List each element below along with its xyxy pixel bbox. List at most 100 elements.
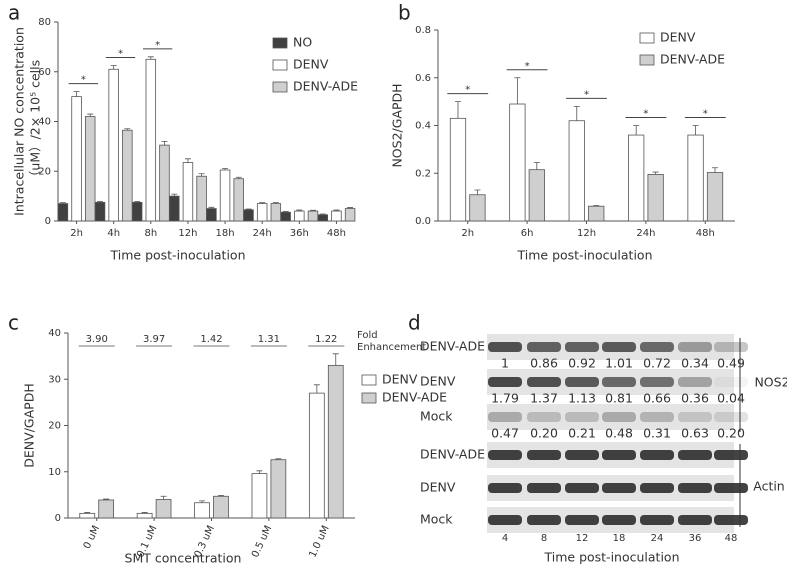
error-bar bbox=[573, 106, 580, 121]
band-ratio: 0.72 bbox=[643, 356, 671, 371]
error-bar bbox=[222, 168, 229, 171]
bar bbox=[294, 210, 305, 222]
blot-band bbox=[527, 515, 561, 525]
x-tick-label: 12h bbox=[577, 228, 596, 239]
error-bar bbox=[282, 211, 289, 213]
fold-title: Enhancement bbox=[357, 342, 426, 353]
legend-swatch bbox=[272, 59, 288, 71]
legend-swatch bbox=[361, 392, 377, 404]
y-tick-label: 0 bbox=[55, 513, 61, 524]
row-label: DENV bbox=[420, 480, 456, 495]
x-tick-label: 2h bbox=[70, 228, 83, 239]
bar bbox=[687, 134, 704, 222]
y-axis-label: DENV/GAPDH bbox=[22, 383, 37, 467]
blot-band bbox=[527, 450, 561, 460]
blot-band bbox=[602, 342, 636, 352]
x-tick-label: 48h bbox=[327, 228, 346, 239]
error-bar bbox=[633, 125, 640, 136]
band-ratio: 0.47 bbox=[491, 426, 519, 441]
error-bar bbox=[184, 158, 191, 163]
legend-label: DENV-ADE bbox=[660, 52, 725, 67]
lane-label: 18 bbox=[613, 533, 626, 544]
blot-band bbox=[714, 342, 748, 352]
legend-swatch bbox=[272, 81, 288, 93]
blot-band bbox=[488, 515, 522, 525]
error-bar bbox=[333, 209, 340, 212]
bar bbox=[169, 195, 180, 222]
x-tick-label: 6h bbox=[521, 228, 534, 239]
panel-letter: d bbox=[408, 311, 421, 335]
blot-band bbox=[640, 450, 674, 460]
blot-band bbox=[640, 412, 674, 422]
legend-label: NO bbox=[293, 35, 312, 50]
band-ratio: 0.20 bbox=[530, 426, 558, 441]
error-bar bbox=[309, 209, 316, 212]
y-tick-label: 20 bbox=[38, 166, 51, 177]
legend-swatch bbox=[639, 32, 655, 44]
bar bbox=[243, 209, 254, 222]
error-bar bbox=[73, 91, 80, 97]
error-bar bbox=[124, 128, 131, 131]
error-bar bbox=[319, 213, 326, 215]
row-label: DENV-ADE bbox=[420, 447, 485, 462]
y-tick-label: 40 bbox=[48, 328, 61, 339]
bar bbox=[344, 208, 356, 222]
y-tick-label: 0.2 bbox=[415, 168, 431, 179]
error-bar bbox=[134, 200, 141, 203]
band-ratio: 1.13 bbox=[568, 391, 596, 406]
y-tick-label: 0.4 bbox=[415, 121, 431, 132]
band-ratio: 0.63 bbox=[681, 426, 709, 441]
fold-label: 1.42 bbox=[200, 334, 222, 345]
lane-label: 4 bbox=[502, 533, 508, 544]
band-ratio: 0.66 bbox=[643, 391, 671, 406]
band-ratio: 0.31 bbox=[643, 426, 671, 441]
bar bbox=[256, 203, 268, 222]
blot-band bbox=[678, 412, 712, 422]
y-axis-label: Intracellular NO concentration bbox=[12, 27, 27, 216]
significance-star: * bbox=[584, 89, 589, 100]
blot-band bbox=[714, 515, 748, 525]
band-ratio: 1.37 bbox=[530, 391, 558, 406]
error-bar bbox=[160, 495, 167, 500]
bar bbox=[145, 58, 157, 222]
blot-band bbox=[678, 483, 712, 493]
bar bbox=[131, 201, 143, 222]
x-tick-label: 24h bbox=[253, 228, 272, 239]
x-tick-label: 18h bbox=[216, 228, 235, 239]
y-tick-label: 80 bbox=[38, 17, 51, 28]
y-tick-label: 40 bbox=[38, 117, 51, 128]
x-tick-label: 12h bbox=[178, 228, 197, 239]
x-tick-label: 4h bbox=[107, 228, 120, 239]
blot-band bbox=[678, 450, 712, 460]
legend-swatch bbox=[361, 374, 377, 386]
bar bbox=[182, 162, 194, 222]
band-ratio: 0.49 bbox=[717, 356, 745, 371]
blot-band bbox=[488, 450, 522, 460]
fold-label: 3.90 bbox=[86, 334, 108, 345]
significance-star: * bbox=[118, 49, 123, 60]
x-axis-label: Time post-inoculation bbox=[517, 248, 653, 263]
significance-star: * bbox=[155, 40, 160, 51]
x-tick-label: 8h bbox=[144, 228, 157, 239]
bar bbox=[57, 203, 69, 222]
legend-swatch bbox=[272, 37, 288, 49]
blot-band bbox=[488, 342, 522, 352]
y-tick-label: 10 bbox=[48, 467, 61, 478]
band-ratio: 0.36 bbox=[681, 391, 709, 406]
error-bar bbox=[97, 200, 104, 203]
blot-band bbox=[602, 377, 636, 387]
bar bbox=[79, 512, 96, 519]
fold-label: 1.31 bbox=[258, 334, 280, 345]
blot-band bbox=[640, 515, 674, 525]
blot-band bbox=[565, 515, 599, 525]
legend-swatch bbox=[639, 54, 655, 66]
band-ratio: 1.79 bbox=[491, 391, 519, 406]
band-ratio: 0.81 bbox=[605, 391, 633, 406]
error-bar bbox=[593, 205, 600, 207]
error-bar bbox=[84, 512, 91, 514]
bar bbox=[647, 174, 664, 222]
x-tick-label: 36h bbox=[290, 228, 309, 239]
significance-star: * bbox=[525, 61, 530, 72]
x-axis-label: Time post-inoculation bbox=[544, 550, 680, 565]
